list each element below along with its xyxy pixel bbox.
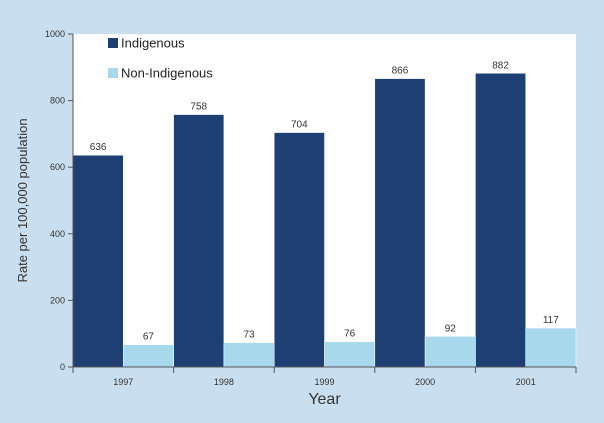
bar-indigenous-2000 xyxy=(374,78,426,368)
y-tick-label: 400 xyxy=(50,229,65,239)
legend-swatch xyxy=(108,68,118,78)
y-axis-title: Rate per 100,000 population xyxy=(15,118,30,282)
legend: Indigenous Non-Indigenous xyxy=(108,36,213,81)
y-tick-label: 800 xyxy=(50,96,65,106)
data-label: 758 xyxy=(190,102,207,113)
data-label: 117 xyxy=(543,315,559,326)
y-tick-label: 200 xyxy=(50,295,65,305)
bar-non-indigenous-2000 xyxy=(424,336,476,368)
data-label: 92 xyxy=(445,323,457,334)
legend-label: Indigenous xyxy=(121,36,185,51)
x-tick-label: 2000 xyxy=(415,377,435,387)
bar-indigenous-1999 xyxy=(273,132,325,368)
data-label: 67 xyxy=(143,332,155,343)
bars-group xyxy=(72,73,577,368)
legend-label: Non-Indigenous xyxy=(121,66,213,81)
x-tick-label: 1998 xyxy=(214,377,234,387)
x-tick-label: 1997 xyxy=(113,377,133,387)
x-tick-label: 1999 xyxy=(314,377,334,387)
bar-indigenous-2001 xyxy=(475,73,526,368)
data-label: 882 xyxy=(492,60,509,71)
y-tick-label: 600 xyxy=(50,162,65,172)
legend-swatch xyxy=(108,38,118,48)
bar-non-indigenous-2001 xyxy=(525,327,577,368)
data-label: 76 xyxy=(344,329,356,340)
bar-indigenous-1998 xyxy=(173,114,225,368)
x-axis-title: Year xyxy=(308,391,341,408)
y-tick-label: 1000 xyxy=(45,29,65,39)
bar-non-indigenous-1999 xyxy=(324,341,376,368)
y-tick-label: 0 xyxy=(60,362,65,372)
x-tick-label: 2001 xyxy=(516,377,536,387)
labels-group: 636 758 704 866 882 67 73 76 92 117 xyxy=(90,60,559,342)
bar-non-indigenous-1997 xyxy=(123,344,174,368)
data-label: 636 xyxy=(90,142,107,153)
data-label: 866 xyxy=(392,66,409,77)
data-label: 704 xyxy=(291,120,308,131)
axes-group: 0 200 400 600 800 1000 1997 1998 1999 2000 2001 xyxy=(45,29,577,387)
data-label: 73 xyxy=(243,330,255,341)
bar-indigenous-1997 xyxy=(72,154,124,368)
bar-non-indigenous-1998 xyxy=(223,342,275,368)
